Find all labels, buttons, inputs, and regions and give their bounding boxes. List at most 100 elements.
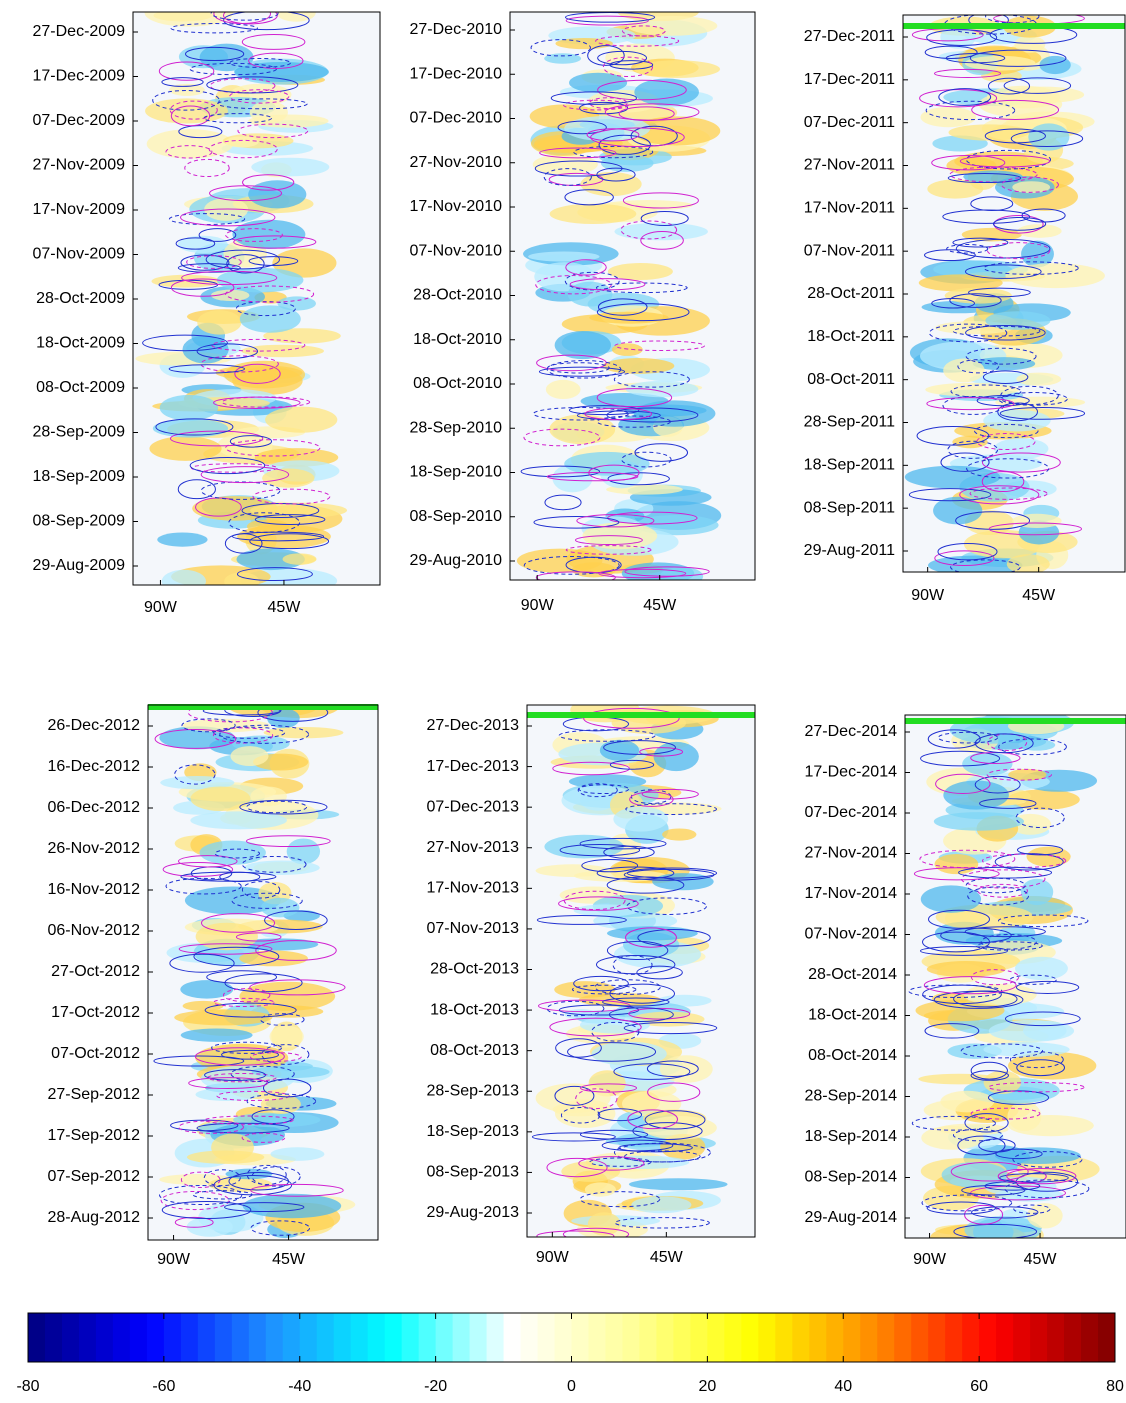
field-blob [600, 154, 654, 172]
contour [216, 1090, 290, 1101]
contour [188, 1077, 268, 1090]
contour [535, 275, 612, 295]
field-blob [659, 1055, 713, 1083]
contour [142, 334, 228, 352]
y-tick-label: 29-Aug-2013 [426, 1204, 519, 1221]
contour [535, 571, 616, 580]
colorbar-cell [163, 1313, 182, 1362]
contour [626, 897, 707, 915]
contour [212, 727, 274, 744]
contour [196, 1122, 290, 1134]
colorbar-cell [28, 1313, 46, 1362]
field-blob [625, 380, 699, 398]
contour [531, 1132, 616, 1142]
contour [588, 97, 628, 109]
contour [971, 1206, 1039, 1219]
colorbar-cell [639, 1313, 657, 1362]
field-blob [920, 107, 977, 128]
y-tick-label: 27-Oct-2012 [51, 963, 140, 980]
contour [597, 298, 648, 316]
contour [964, 264, 1042, 279]
colorbar-tick-label: -60 [152, 1378, 175, 1395]
colorbar-cell [180, 1313, 199, 1362]
contour [577, 783, 618, 798]
field-blob [277, 296, 316, 311]
contour [206, 970, 278, 984]
contour [221, 396, 311, 408]
colorbar-cell [690, 1313, 708, 1362]
colorbar-cell [792, 1313, 810, 1362]
y-tick-label: 08-Sep-2009 [32, 513, 125, 530]
contour [557, 120, 607, 135]
contour [974, 423, 1039, 439]
contour [170, 105, 211, 127]
y-tick-label: 07-Nov-2009 [33, 246, 126, 263]
contour [204, 1069, 266, 1081]
contour [264, 910, 328, 931]
field-blob [263, 726, 344, 739]
contour [964, 926, 1046, 938]
colorbar: -80 -60 -40 -20 0 20 40 60 80 [16, 1312, 1124, 1395]
contour [924, 249, 976, 262]
y-tick-label: 27-Dec-2010 [410, 21, 503, 38]
field-blob [263, 328, 341, 344]
colorbar-cell [367, 1313, 386, 1362]
contour [194, 1047, 285, 1066]
contour [165, 877, 242, 895]
contour [229, 57, 291, 68]
field-blob [248, 114, 329, 128]
colorbar-cell [656, 1313, 674, 1362]
contour [1016, 1059, 1066, 1077]
field-blob [642, 1115, 717, 1140]
contour [231, 892, 303, 909]
field-blob [230, 746, 269, 767]
field-blob [241, 344, 324, 358]
contour [539, 147, 617, 159]
field-blob [246, 519, 290, 534]
y-tick-label: 17-Nov-2010 [410, 198, 503, 215]
y-tick-label: 17-Dec-2014 [805, 764, 898, 781]
contour [232, 531, 325, 542]
contour [1004, 1179, 1090, 1199]
contour [579, 1129, 649, 1140]
contour [994, 853, 1064, 871]
contour [961, 869, 1046, 889]
contour [1012, 1151, 1083, 1168]
field-blob [934, 854, 979, 875]
contour [985, 15, 1040, 24]
contour [168, 364, 245, 374]
contour [925, 100, 1016, 121]
x-tick-label: 90W [157, 1251, 191, 1268]
colorbar-cell [894, 1313, 912, 1362]
contour [206, 76, 299, 94]
contour [919, 89, 998, 108]
contour [565, 545, 652, 555]
y-tick-label: 29-Aug-2010 [409, 552, 502, 569]
contour [180, 208, 276, 227]
colorbar-cell [605, 1313, 623, 1362]
contour [647, 1082, 701, 1102]
field-blob [286, 838, 321, 865]
contour [590, 127, 685, 148]
contour [970, 1061, 1008, 1080]
contour [248, 256, 299, 266]
contour [229, 89, 290, 104]
contour [913, 867, 1000, 881]
contour [965, 347, 1037, 365]
contour [581, 859, 639, 873]
contour [908, 488, 992, 502]
y-tick-label: 28-Sep-2009 [32, 424, 125, 441]
contour [246, 1093, 317, 1109]
field-blob [920, 885, 982, 913]
contour [636, 965, 683, 980]
colorbar-cell [571, 1313, 589, 1362]
contour [533, 516, 620, 529]
colorbar-cell [741, 1313, 759, 1362]
field-blob [251, 157, 330, 177]
contour [201, 913, 276, 933]
contour [597, 1108, 643, 1122]
field-blob [157, 532, 208, 547]
contour [576, 513, 655, 528]
contour [185, 46, 245, 62]
